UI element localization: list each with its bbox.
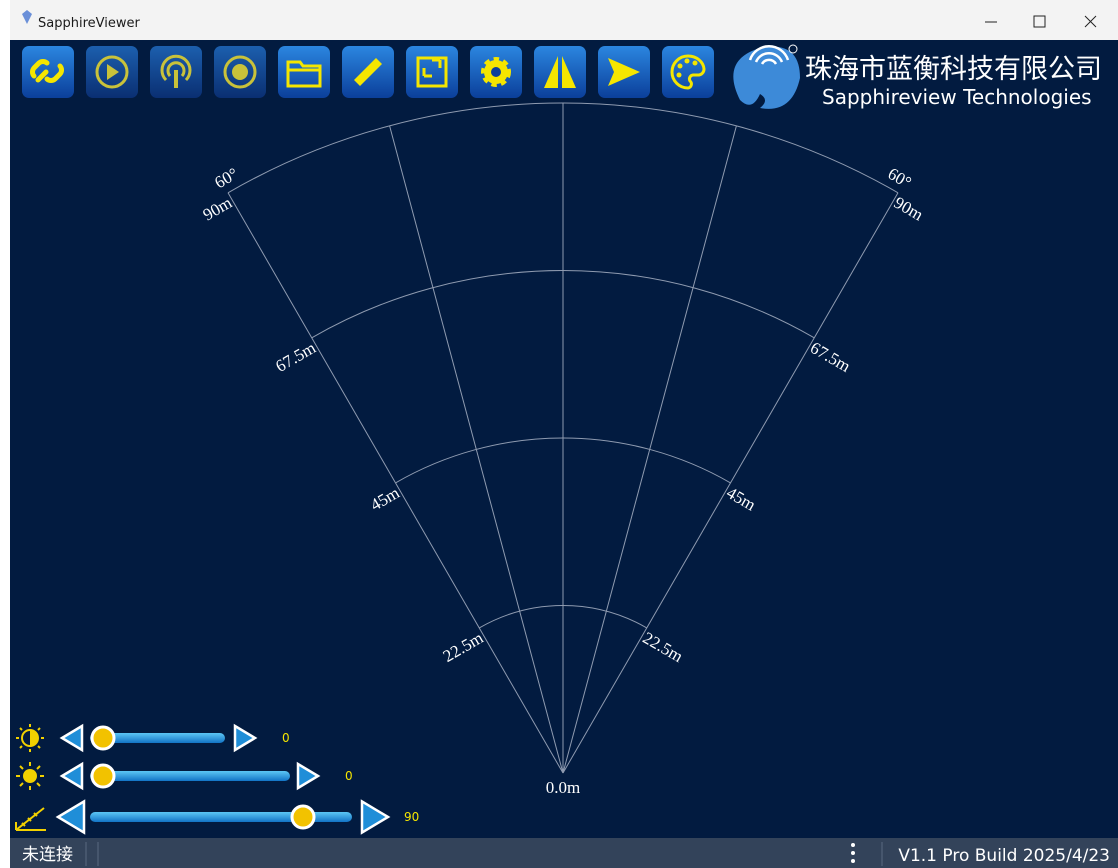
palette-button[interactable] — [662, 46, 714, 98]
window-title: SapphireViewer — [38, 16, 140, 31]
icon — [286, 60, 322, 88]
slider-thumb[interactable] — [90, 725, 116, 751]
range-ring — [479, 605, 647, 629]
increase-arrow[interactable] — [233, 723, 258, 753]
icon — [107, 64, 119, 80]
icon — [491, 67, 501, 77]
slider-track[interactable] — [90, 771, 290, 781]
icon — [223, 55, 257, 89]
icon — [416, 56, 448, 88]
icon — [30, 59, 64, 83]
icon — [544, 56, 576, 88]
button-face — [406, 46, 458, 98]
decrease-arrow[interactable] — [55, 799, 86, 835]
company-name-cn: 珠海市蓝衡科技有限公司 — [805, 54, 1102, 85]
company-name-en: Sapphireview Technologies — [822, 85, 1092, 109]
contrast-icon — [16, 724, 44, 752]
origin-label: 0.0m — [546, 778, 580, 797]
icon — [160, 54, 192, 82]
menu-dots[interactable] — [851, 843, 855, 863]
title-bar — [10, 0, 1118, 40]
version-label: V1.1 Pro Build 2025/4/23 — [898, 846, 1110, 866]
increase-arrow[interactable] — [360, 799, 391, 835]
app-icon — [22, 10, 32, 24]
icon — [670, 54, 706, 90]
button-face — [662, 46, 714, 98]
signal-button[interactable] — [150, 46, 202, 98]
icon — [608, 58, 640, 86]
slider-thumb[interactable] — [90, 763, 116, 789]
connect-button[interactable] — [22, 46, 74, 98]
icon — [684, 58, 690, 64]
slider-value: 90 — [404, 810, 419, 824]
slider-value: 0 — [282, 731, 290, 745]
settings-button[interactable] — [470, 46, 522, 98]
send-button[interactable] — [598, 46, 650, 98]
toolbar — [22, 46, 714, 98]
brightness-icon — [16, 762, 44, 790]
icon — [95, 55, 129, 89]
maximize-button[interactable] — [1033, 15, 1046, 28]
icon — [677, 63, 683, 69]
fullscreen-button[interactable] — [406, 46, 458, 98]
logo: 珠海市蓝衡科技有限公司 Sapphireview Technologies — [733, 44, 1102, 109]
decrease-arrow[interactable] — [59, 761, 84, 791]
decrease-arrow[interactable] — [59, 723, 84, 753]
icon — [354, 58, 382, 86]
range-icon — [15, 807, 46, 831]
slider-track[interactable] — [90, 733, 225, 743]
slider-value: 0 — [345, 769, 353, 783]
range-ring — [311, 270, 815, 339]
icon — [676, 72, 682, 78]
button-face — [278, 46, 330, 98]
range-ring — [227, 102, 899, 194]
status-bar — [10, 838, 1118, 868]
mirror-button[interactable] — [534, 46, 586, 98]
slider-thumb[interactable] — [290, 804, 316, 830]
icon — [692, 60, 698, 66]
icon — [232, 64, 248, 80]
open-file-button[interactable] — [278, 46, 330, 98]
play-button[interactable] — [86, 46, 138, 98]
main-view — [10, 40, 1118, 838]
slider-track[interactable] — [90, 812, 352, 822]
increase-arrow[interactable] — [296, 761, 321, 791]
record-button[interactable] — [214, 46, 266, 98]
button-face — [534, 46, 586, 98]
close-button[interactable] — [1084, 15, 1097, 28]
range-ring — [395, 437, 731, 484]
connection-status: 未连接 — [22, 845, 73, 865]
slider-panel: 0 0 90 — [15, 723, 419, 835]
measure-button[interactable] — [342, 46, 394, 98]
